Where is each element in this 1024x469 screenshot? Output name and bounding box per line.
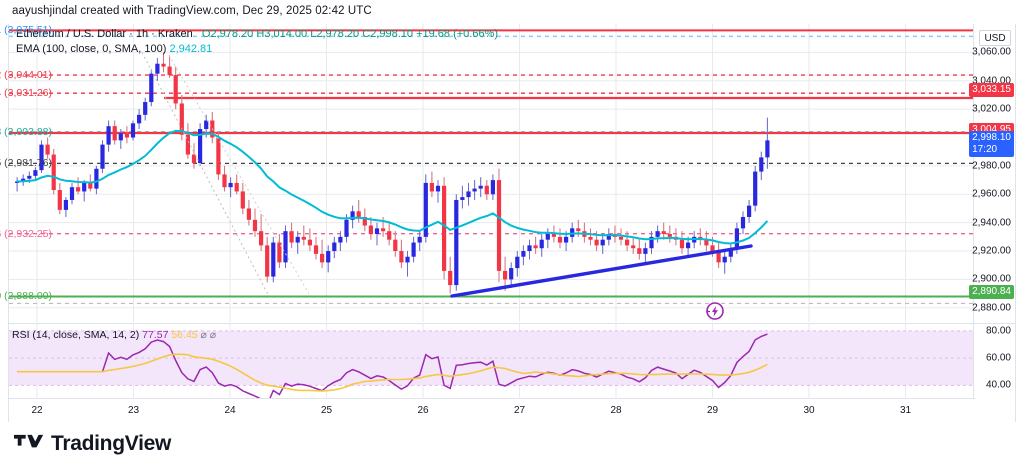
price-tick-2900: 2,900.00 [972,273,1011,285]
time-label-26: 26 [417,405,429,416]
lightning-icon [706,302,724,320]
time-axis[interactable]: 22 23 24 25 26 27 28 29 30 31 [9,398,975,422]
attribution-text: aayushjindal created with TradingView.co… [12,5,372,17]
time-label-31: 31 [899,405,912,416]
price-chart-canvas [9,24,975,322]
fib-label-fib-0832: 0.832 (3,044.01) [0,69,52,82]
resistance-price-tag[interactable]: 3,033.15 [969,83,1014,98]
fib-label-fib-0618: 0.618 (3,003.88) [0,126,52,139]
fib-label-fib-05: 0.5 (2,981.76) [0,157,52,170]
fib-label-fib-0236: 0.236 (2,932.25) [0,227,52,240]
rsi-tick-80: 80.00 [985,325,1011,337]
rsi-axis[interactable]: 80.00 60.00 40.00 [973,323,1015,398]
price-tick-2980: 2,980.00 [972,160,1011,172]
axis-currency-label: USD [979,30,1011,46]
price-tick-3020: 3,020.00 [972,103,1011,115]
fib-label-fib-0: 0 (2,888.00) [0,290,52,303]
rsi-chart-canvas [9,324,975,398]
rsi-tick-40: 40.00 [985,379,1011,391]
price-tick-2960: 2,960.00 [972,188,1011,200]
time-label-23: 23 [127,405,140,416]
time-label-22: 22 [31,405,43,416]
last-price-time: 17:20 [972,144,998,156]
time-label-27: 27 [513,405,526,416]
rsi-pane[interactable] [9,323,975,398]
price-tick-3060: 3,060.00 [972,46,1011,58]
last-price-value: 2,998.10 [972,132,1011,144]
time-label-30: 30 [803,405,815,416]
rsi-tick-60: 60.00 [985,352,1011,364]
chart-frame: USD 3,060.00 3,040.00 3,020.00 2,980.00 2,96… [8,24,1016,422]
price-tick-3040: 3,040.00 [972,75,1011,87]
tradingview-wordmark: TradingView [51,432,172,455]
tradingview-logo-icon [14,434,44,448]
lightning-event-badge[interactable] [703,300,725,322]
support-price-tag[interactable]: 2,890.84 [969,285,1014,300]
fib-label-fib-1: 1 (3,075.51) [0,24,52,37]
time-label-25: 25 [320,405,333,416]
time-label-28: 28 [610,405,622,416]
last-price-tag[interactable]: 2,998.10 17:20 [969,131,1014,158]
price-axis[interactable]: USD 3,060.00 3,040.00 3,020.00 2,980.00 2,96… [969,24,1015,323]
fib-label-fib-0764: 0.764 (3,031.26) [0,87,52,100]
time-label-29: 29 [706,405,719,416]
price-pane[interactable] [9,24,975,322]
price-tick-2940: 2,940.00 [972,217,1011,229]
time-label-24: 24 [224,405,236,416]
price-tick-2920: 2,920.00 [972,245,1011,257]
price-tick-2880: 2,880.00 [972,302,1011,314]
tradingview-footer: TradingView [14,432,171,456]
